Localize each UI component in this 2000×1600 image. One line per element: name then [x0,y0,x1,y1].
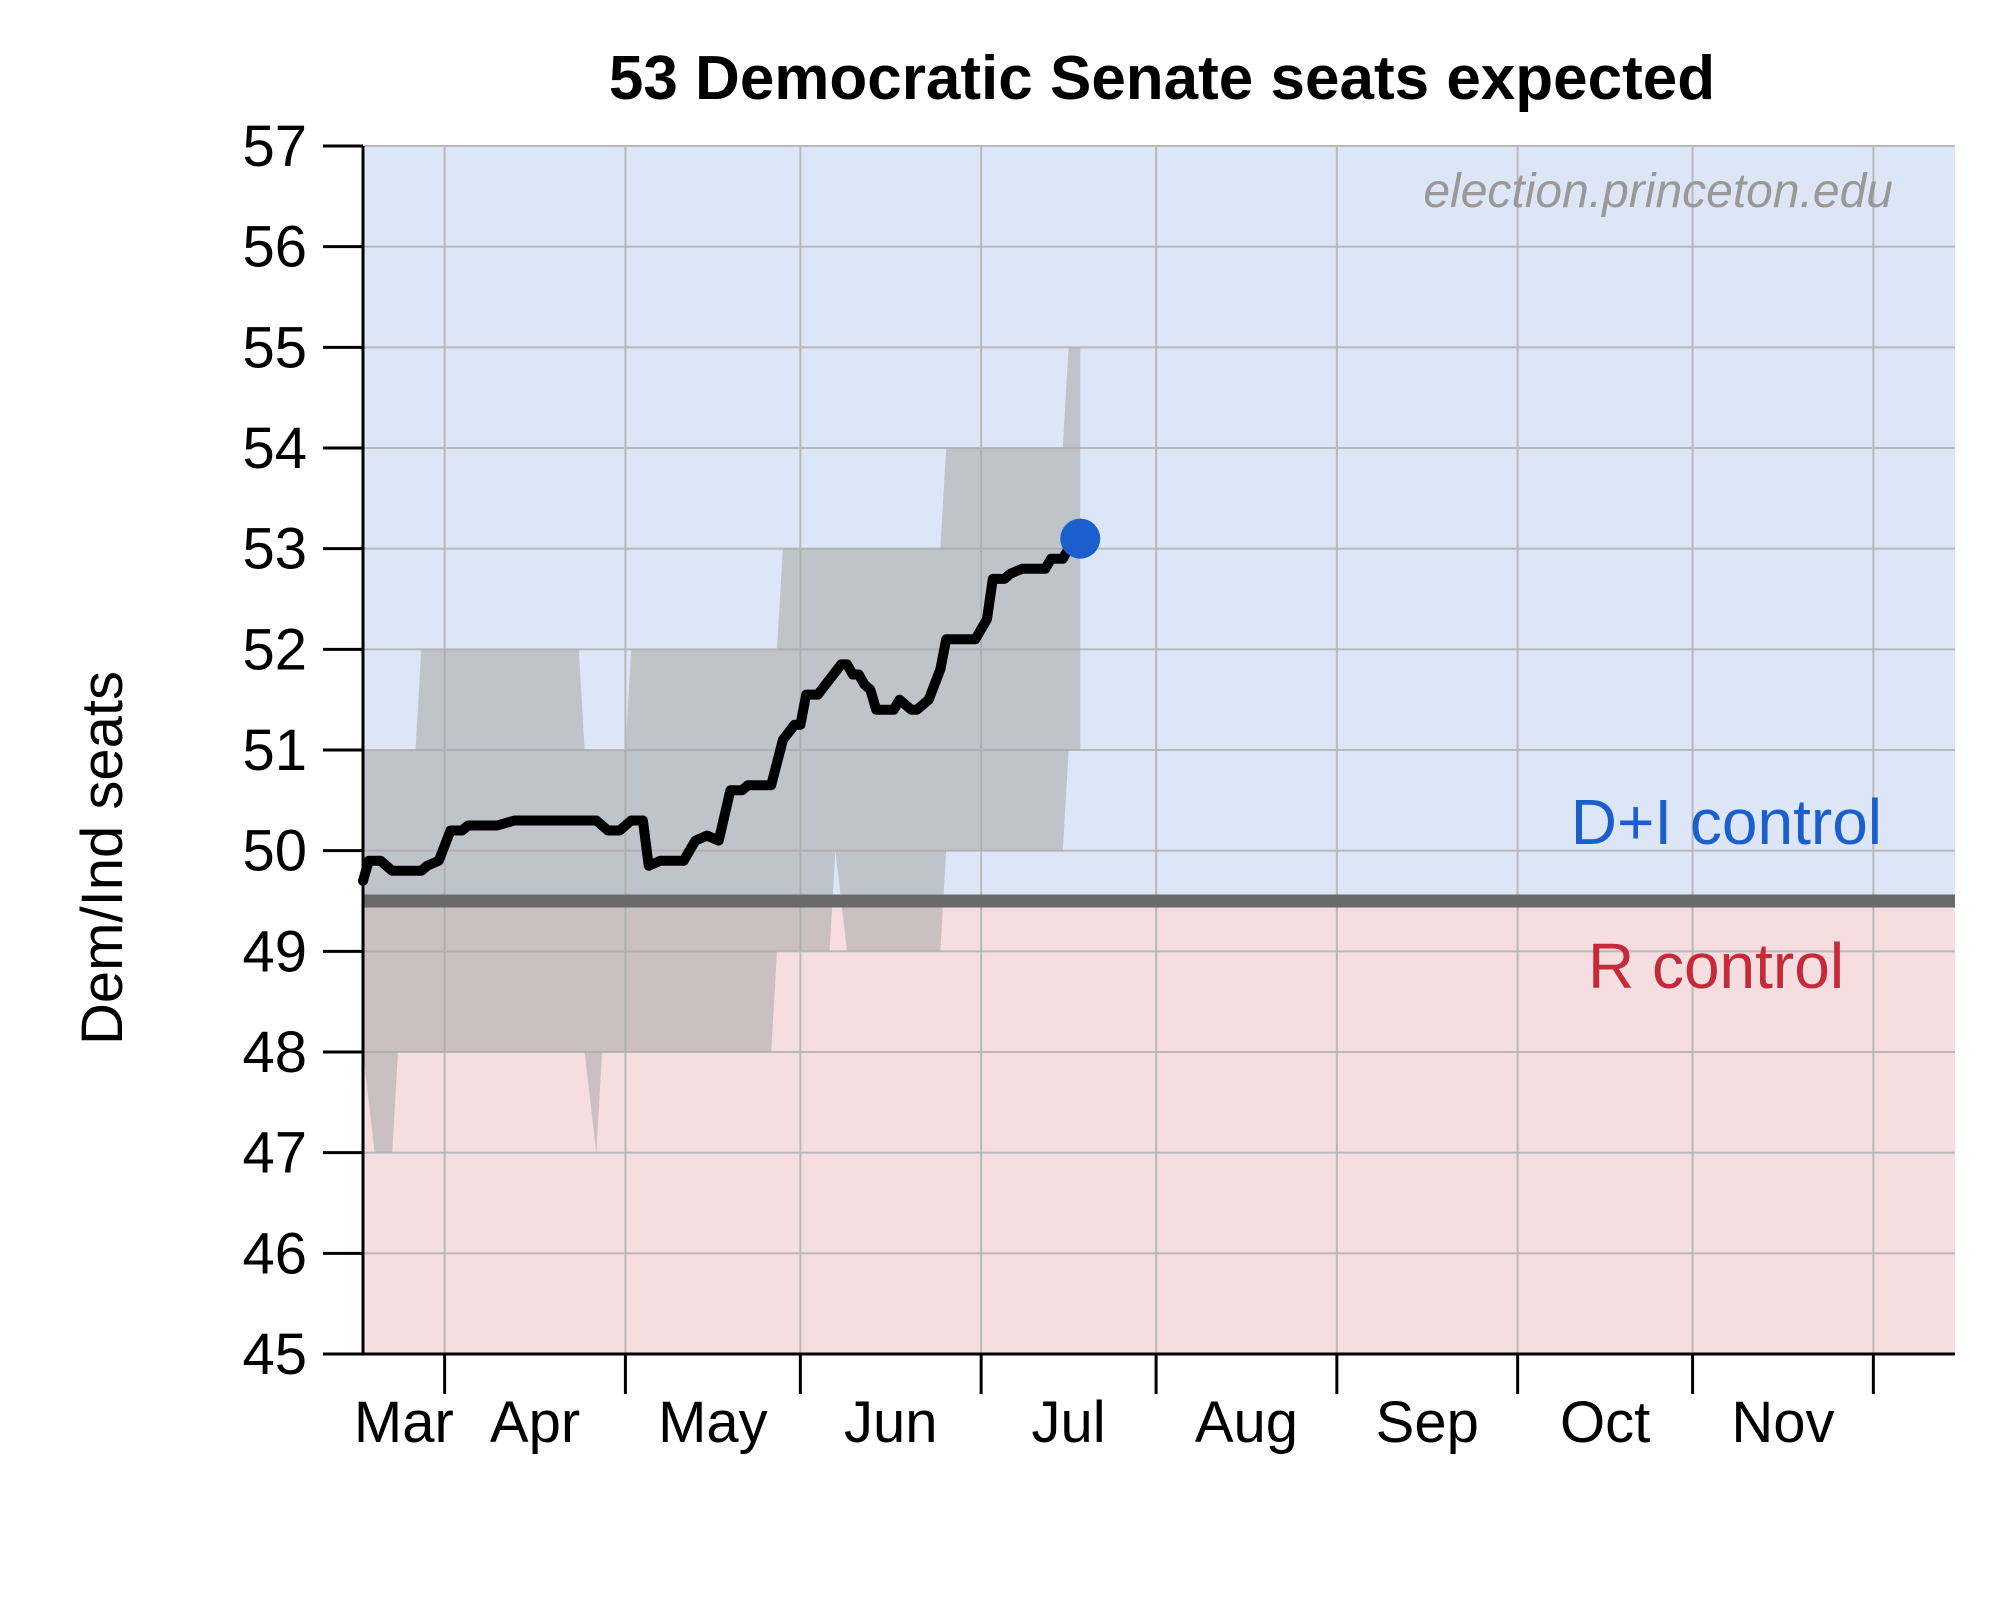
x-tick-label: Jul [1032,1390,1106,1455]
y-tick-label: 49 [242,919,307,984]
y-axis-label: Dem/Ind seats [70,671,135,1045]
y-tick-label: 46 [242,1221,307,1286]
x-tick-label: Jun [844,1390,938,1455]
series-line [358,533,1086,886]
y-tick-label: 45 [242,1322,307,1387]
x-tick-label: Sep [1376,1390,1479,1455]
chart-title: 53 Democratic Senate seats expected [609,44,1715,113]
y-tick-label: 54 [242,416,307,481]
x-tick-label: Apr [490,1390,580,1455]
d-control-label: D+I control [1571,786,1882,858]
y-tick-label: 51 [242,718,307,783]
watermark-text: election.princeton.edu [1423,165,1893,218]
x-tick-label: Aug [1195,1390,1298,1455]
y-tick-label: 53 [242,517,307,582]
x-tick-label: Mar [354,1390,454,1455]
y-tick-label: 48 [242,1020,307,1085]
y-tick-label: 55 [242,315,307,380]
x-tick-label: Nov [1731,1390,1834,1455]
x-tick-label: May [658,1390,768,1455]
y-tick-label: 56 [242,215,307,280]
y-tick-label: 52 [242,617,307,682]
r-control-label: R control [1588,930,1844,1002]
y-tick-label: 50 [242,819,307,884]
plot-area: 45 46 47 48 49 50 51 52 53 54 55 56 57 Mar Apr May Jun Ju… [242,114,1955,1455]
current-value-marker [1060,518,1101,559]
x-tick-label: Oct [1560,1390,1650,1455]
y-tick-label: 47 [242,1121,307,1186]
y-tick-label: 57 [242,114,307,179]
uncertainty-band [363,347,1081,1153]
